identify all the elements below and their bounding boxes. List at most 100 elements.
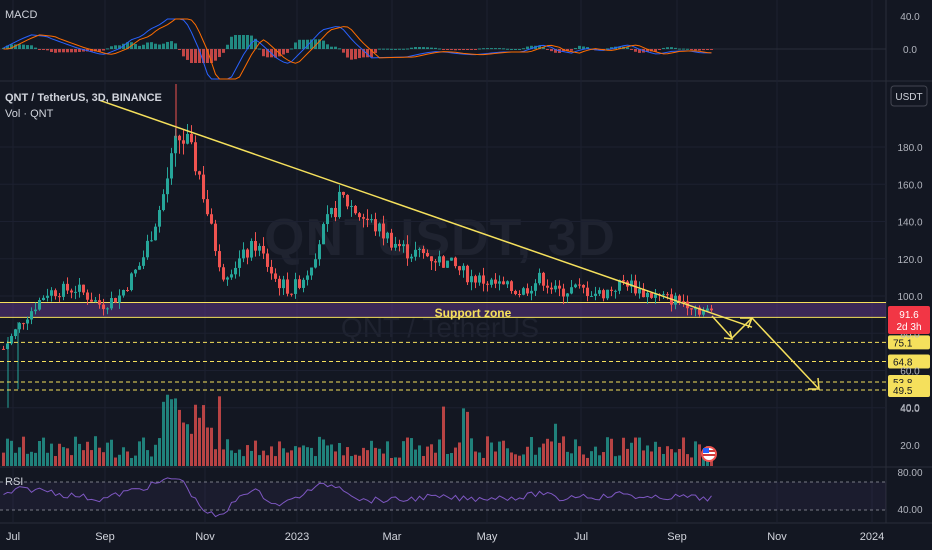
- price-tick: 80.0: [900, 329, 920, 340]
- macd-histogram-bar: [434, 47, 437, 49]
- candle-body: [350, 205, 353, 207]
- volume-bar: [454, 447, 457, 466]
- volume-bar: [474, 451, 477, 466]
- volume-bar: [394, 457, 397, 466]
- macd-histogram-bar: [398, 48, 401, 50]
- candle-body: [694, 307, 697, 310]
- volume-bar: [502, 440, 505, 466]
- volume-bar: [350, 456, 353, 466]
- volume-bar: [274, 456, 277, 466]
- candle-body: [34, 309, 37, 312]
- volume-bar: [594, 446, 597, 466]
- volume-bar: [26, 453, 29, 466]
- candle-body: [70, 290, 73, 293]
- volume-bar: [58, 443, 61, 466]
- volume-bar: [262, 450, 265, 466]
- candle-body: [270, 266, 273, 274]
- candle-body: [562, 288, 565, 297]
- candle-body: [706, 308, 709, 311]
- macd-pane: [0, 18, 886, 80]
- candle-body: [310, 267, 313, 276]
- candle-body: [530, 290, 533, 294]
- macd-histogram-bar: [366, 49, 369, 58]
- volume-bar: [162, 401, 165, 466]
- volume-bar: [606, 437, 609, 466]
- macd-histogram-bar: [498, 48, 501, 50]
- price-tick: 100.0: [897, 292, 922, 303]
- x-axis-label: Nov: [767, 531, 787, 543]
- rsi-pane: [0, 477, 886, 518]
- target-level-label: 75.1: [893, 338, 913, 349]
- macd-histogram-bar: [290, 48, 293, 50]
- candle-body: [414, 249, 417, 257]
- x-axis-label: Mar: [383, 531, 402, 543]
- candle-body: [250, 241, 253, 258]
- us-flag-icon[interactable]: [701, 446, 717, 462]
- macd-histogram-bar: [314, 39, 317, 49]
- volume-bar: [306, 447, 309, 466]
- volume-bar: [550, 441, 553, 466]
- candle-body: [266, 253, 269, 267]
- candle-body: [322, 224, 325, 245]
- volume-bar: [234, 452, 237, 466]
- volume-bar: [6, 438, 9, 466]
- candle-body: [458, 266, 461, 271]
- macd-histogram-bar: [350, 49, 353, 60]
- symbol-header[interactable]: QNT / TetherUS, 3D, BINANCE: [5, 92, 162, 104]
- macd-histogram-bar: [514, 49, 517, 50]
- candle-body: [450, 257, 453, 261]
- volume-bar: [366, 450, 369, 466]
- candle-body: [166, 178, 169, 195]
- macd-histogram-bar: [26, 45, 29, 49]
- volume-bar: [702, 456, 705, 466]
- volume-bar: [218, 396, 221, 466]
- candle-body: [278, 278, 281, 289]
- volume-bar: [614, 456, 617, 466]
- macd-histogram-bar: [606, 48, 609, 50]
- volume-bar: [558, 442, 561, 466]
- volume-bar: [378, 448, 381, 466]
- macd-histogram-bar: [566, 49, 569, 51]
- candle-body: [410, 256, 413, 259]
- volume-bar: [98, 447, 101, 466]
- volume-bar: [430, 444, 433, 466]
- macd-histogram-bar: [266, 49, 269, 58]
- candle-body: [78, 284, 81, 292]
- svg-text:USDT: USDT: [895, 92, 922, 103]
- x-axis-label: Nov: [195, 531, 215, 543]
- macd-histogram-bar: [258, 48, 261, 50]
- macd-histogram-bar: [554, 49, 557, 53]
- macd-histogram-bar: [318, 39, 321, 49]
- volume-bar: [678, 448, 681, 466]
- volume-bar: [258, 455, 261, 466]
- volume-bar: [646, 445, 649, 466]
- candle-body: [170, 153, 173, 179]
- volume-tick: 20.0: [900, 441, 920, 452]
- volume-bar: [630, 442, 633, 466]
- candle-body: [294, 279, 297, 294]
- macd-histogram-bar: [42, 49, 45, 50]
- volume-bar: [482, 457, 485, 466]
- volume-bar: [386, 441, 389, 466]
- volume-bar: [214, 449, 217, 466]
- macd-histogram-bar: [658, 49, 661, 51]
- candle-body: [226, 277, 229, 280]
- macd-histogram-bar: [546, 49, 549, 50]
- arrowhead: [740, 317, 754, 329]
- candle-body: [518, 294, 521, 296]
- candle-body: [494, 279, 497, 284]
- volume-bar: [158, 438, 161, 466]
- macd-histogram-bar: [506, 48, 509, 50]
- macd-histogram-bar: [618, 46, 621, 49]
- volume-bar: [662, 453, 665, 466]
- macd-histogram-bar: [306, 39, 309, 49]
- macd-histogram-bar: [674, 47, 677, 49]
- volume-bar: [322, 439, 325, 466]
- macd-histogram-bar: [106, 48, 109, 50]
- macd-histogram-bar: [126, 42, 129, 49]
- volume-bar: [466, 411, 469, 466]
- volume-bar: [542, 443, 545, 466]
- currency-button[interactable]: USDT: [890, 85, 928, 107]
- candle-body: [630, 280, 633, 287]
